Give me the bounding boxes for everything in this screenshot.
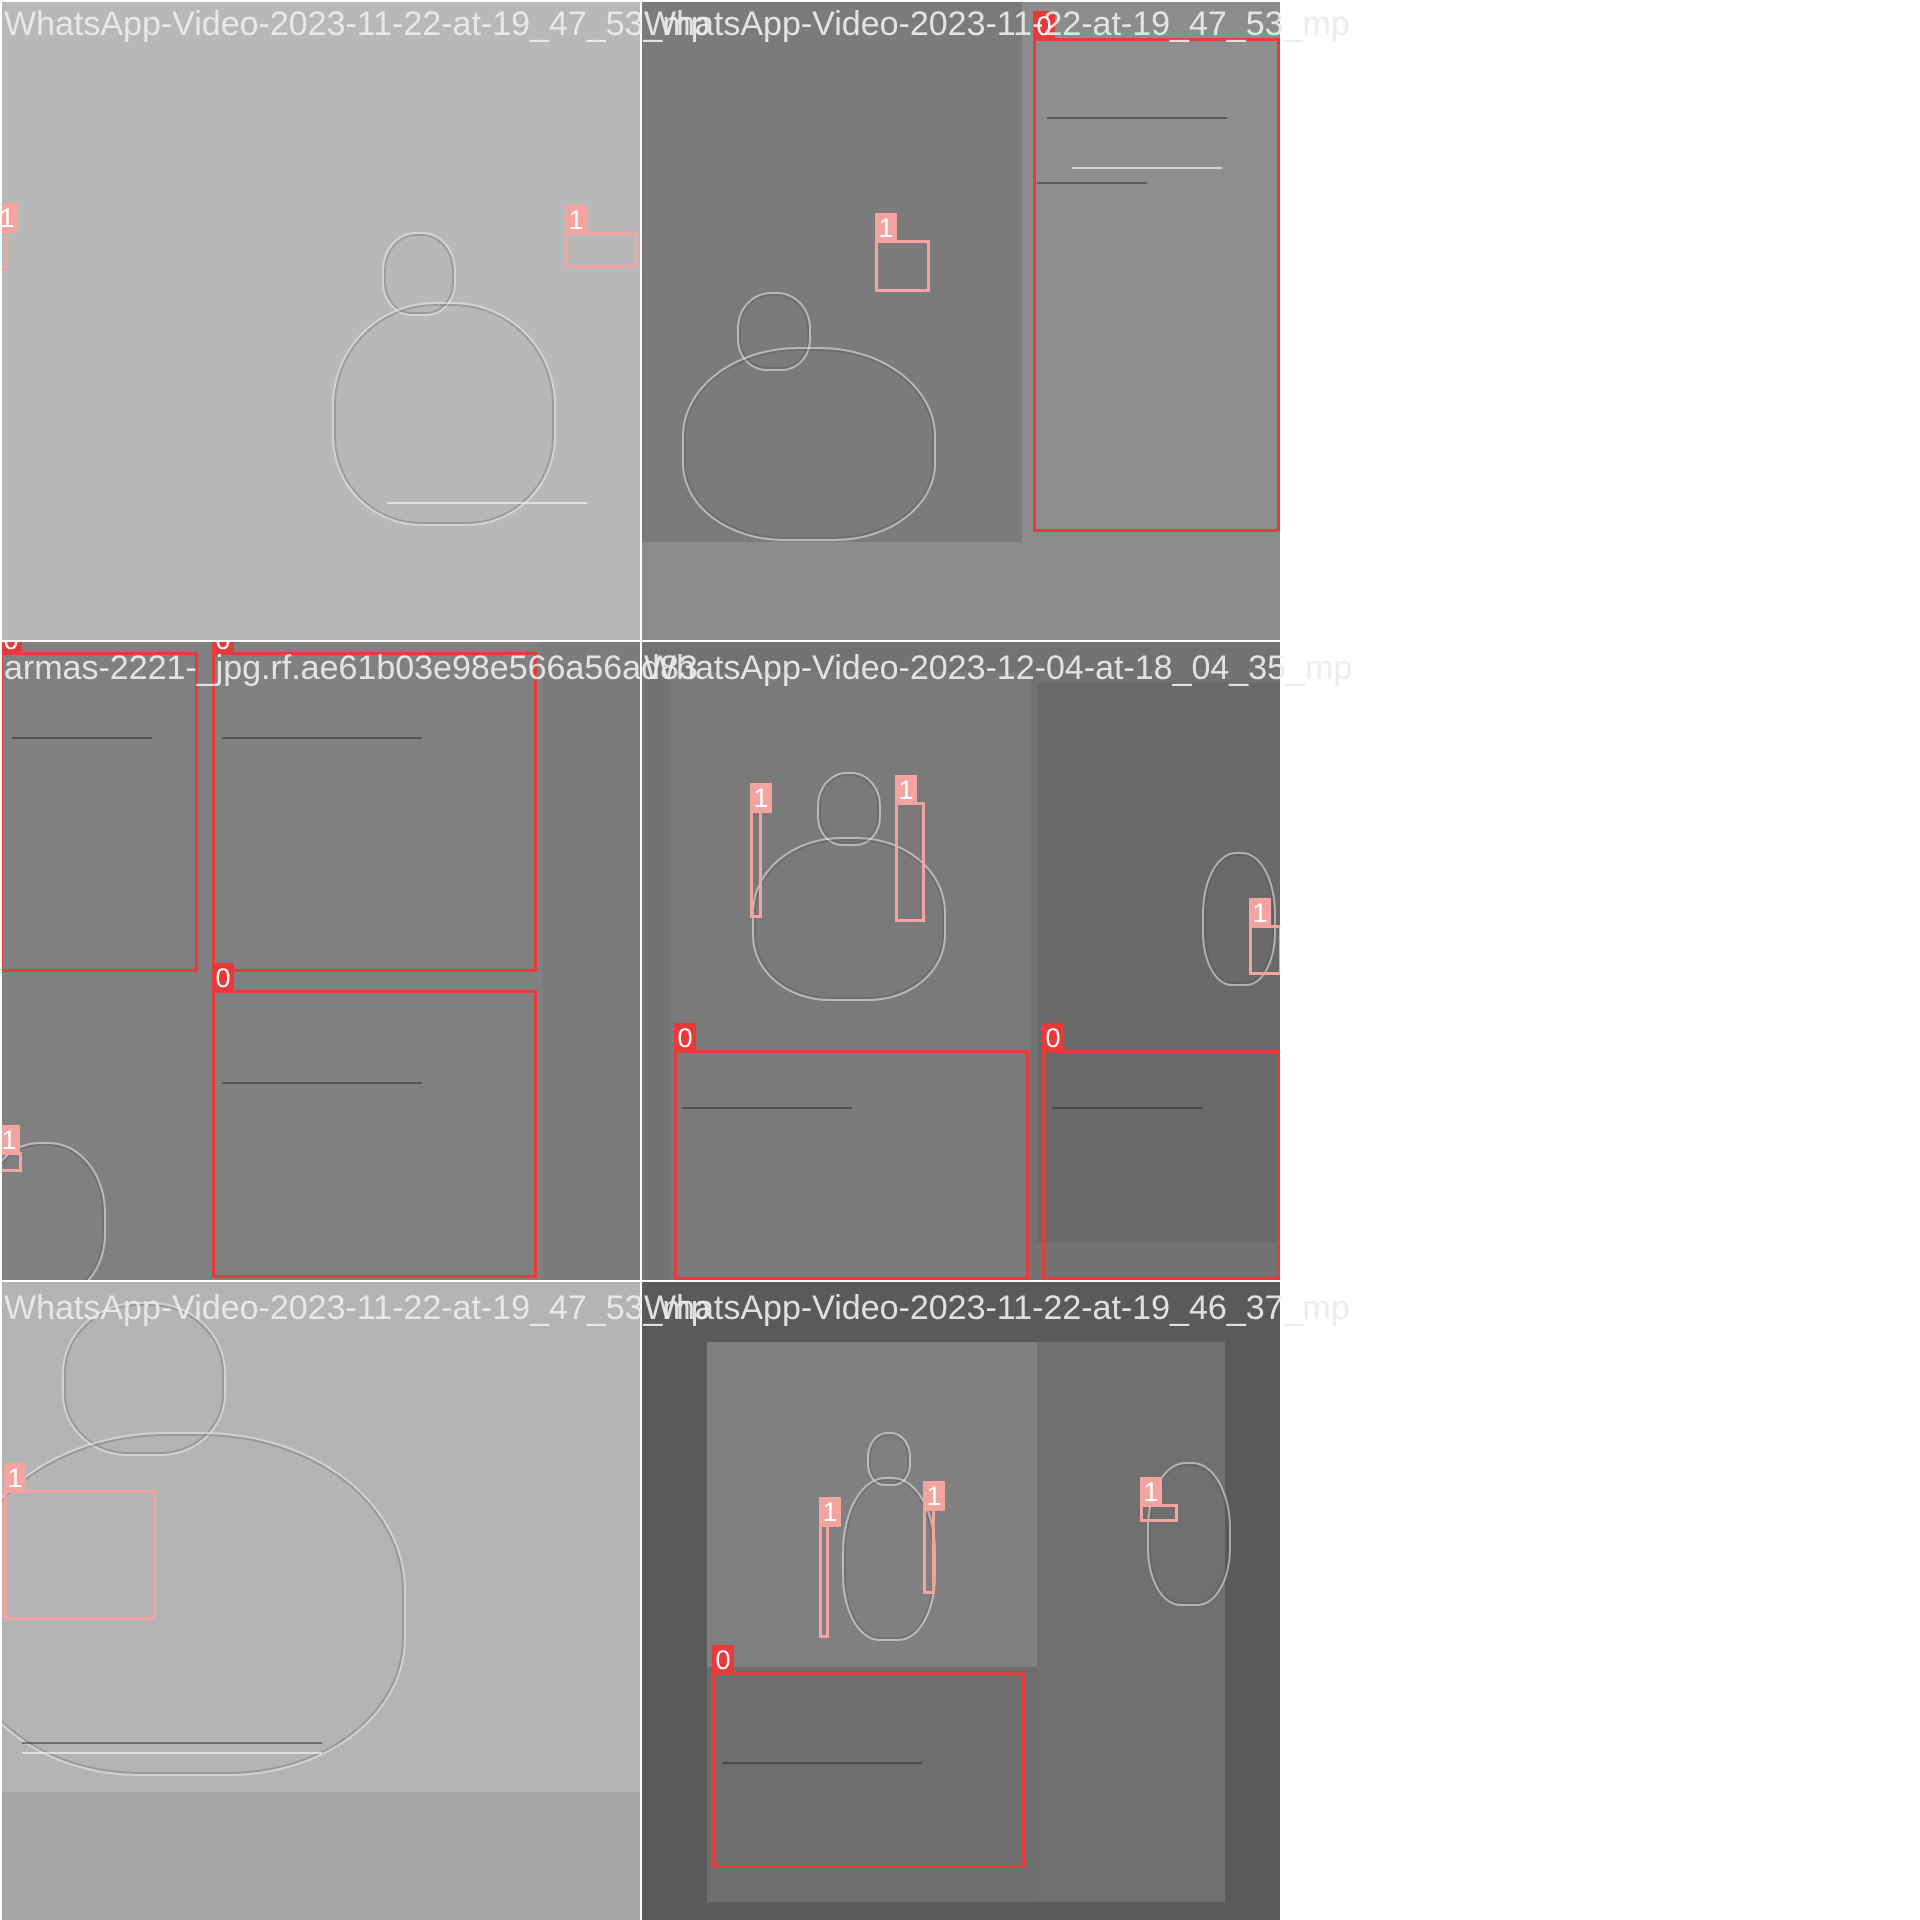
bbox-label: 0 [712,1645,734,1675]
bbox-label: 1 [875,213,897,243]
mosaic-tile: 1 [2,1282,640,1920]
person-body [1202,852,1276,986]
bbox-class-0: 0 [1033,11,1280,532]
bbox-label: 1 [1249,898,1271,928]
bbox-label: 1 [565,205,587,235]
bbox-label: 0 [674,1023,696,1053]
mosaic-tile: 1 1 1 0 [642,1282,1280,1920]
bbox-class-1: 1 [875,213,930,292]
tile-filename: WhatsApp-Video-2023-11-22-at-19_47_53_mp [4,5,710,43]
bbox-class-1: 1 [750,783,772,918]
image-panel [2,1792,640,1920]
bbox-class-1: 1 [923,1481,945,1594]
bbox-label: 1 [2,203,18,233]
bbox-label: 0 [1042,1023,1064,1053]
bbox-label: 1 [2,1125,20,1155]
bbox-class-1: 1 [2,203,18,270]
bbox-class-1: 1 [2,1125,22,1172]
person-body [1147,1462,1231,1606]
person-body [332,302,556,526]
mosaic-tile: 0 0 0 1 [2,642,640,1280]
bbox-label: 0 [212,642,234,655]
tile-filename: WhatsApp-Video-2023-11-22-at-19_47_53_mp [4,1289,710,1327]
edge-streak [222,737,422,739]
bbox-class-0: 0 [674,1023,1029,1280]
person-head [817,772,881,846]
edge-streak [1037,182,1147,184]
bbox-class-0: 0 [2,642,198,972]
tile-filename: armas-2221-_jpg.rf.ae61b03e98e566a56ad83 [4,649,698,687]
image-panel [1037,1342,1225,1902]
bbox-label: 1 [1140,1477,1162,1507]
mosaic-tile: 1 1 1 0 0 [642,642,1280,1280]
bbox-label: 0 [1033,11,1055,41]
tile-filename: WhatsApp-Video-2023-11-22-at-19_47_53_mp [644,5,1350,43]
bbox-class-1: 1 [1140,1477,1178,1522]
person-body [842,1477,936,1641]
edge-streak [387,502,587,504]
bbox-label: 1 [750,783,772,813]
bbox-class-0: 0 [212,963,537,1278]
person-body [2,1142,106,1280]
bbox-class-0: 0 [712,1645,1025,1868]
mosaic-tile: 1 1 [2,2,640,640]
bbox-label: 1 [4,1463,26,1493]
edge-streak [722,1762,922,1764]
mosaic-tile: 1 0 [642,2,1280,640]
bbox-label: 1 [819,1497,841,1527]
bbox-class-1: 1 [1249,898,1280,975]
bbox-label: 1 [923,1481,945,1511]
edge-streak [682,1107,852,1109]
edge-streak [22,1752,322,1754]
edge-streak [1072,167,1222,169]
bbox-label: 0 [212,963,234,993]
tile-filename: WhatsApp-Video-2023-12-04-at-18_04_35_mp [644,649,1353,687]
edge-streak [22,1742,322,1744]
bbox-class-1: 1 [895,775,925,922]
bbox-class-0: 0 [212,642,537,972]
edge-streak [1047,117,1227,119]
person-body [682,347,936,541]
tile-filename: WhatsApp-Video-2023-11-22-at-19_46_37_mp [644,1289,1350,1327]
bbox-label: 0 [2,642,22,655]
edge-streak [12,737,152,739]
bbox-class-0: 0 [1042,1023,1280,1280]
bbox-label: 1 [895,775,917,805]
person-body [752,837,946,1001]
edge-streak [1052,1107,1202,1109]
edge-streak [222,1082,422,1084]
bbox-class-1: 1 [4,1463,156,1620]
person-body [2,1432,406,1776]
image-panel [707,1667,1037,1902]
bbox-class-1: 1 [819,1497,841,1638]
bbox-class-1: 1 [565,205,638,268]
image-panel [1032,32,1280,532]
